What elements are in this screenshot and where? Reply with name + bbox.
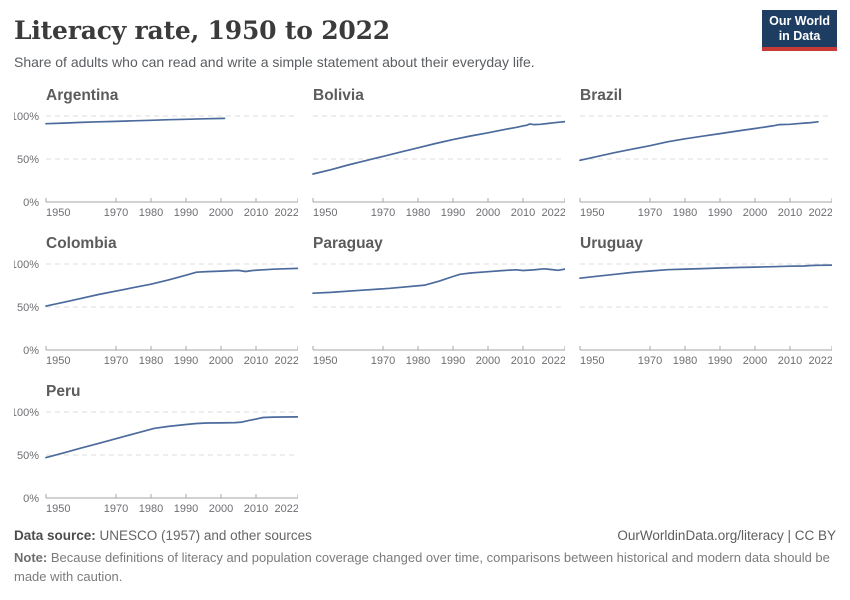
- svg-text:1990: 1990: [174, 503, 198, 515]
- svg-text:2010: 2010: [778, 355, 802, 367]
- line-chart-brazil[interactable]: 1950 1970 1980 1990 2000 2010 2022: [565, 110, 832, 222]
- footnote-text: Because definitions of literacy and popu…: [14, 550, 830, 584]
- chart-header: Literacy rate, 1950 to 2022 Share of adu…: [0, 0, 850, 70]
- page-title: Literacy rate, 1950 to 2022: [14, 16, 390, 45]
- owid-attribution-link[interactable]: OurWorldinData.org/literacy | CC BY: [617, 528, 836, 543]
- data-source-label: Data source:: [14, 528, 96, 543]
- svg-text:1970: 1970: [371, 207, 395, 219]
- svg-text:1950: 1950: [313, 207, 337, 219]
- page-subtitle: Share of adults who can read and write a…: [14, 54, 535, 70]
- chart-card-paraguay: Paraguay 1950 1970 1980 1990 2000 2010 2022: [298, 235, 565, 370]
- chart-title-brazil: Brazil: [580, 87, 623, 104]
- small-multiples-grid: Argentina 1950 1970 1980 1990 2000 2010 2022 0%…: [14, 87, 850, 518]
- svg-text:1980: 1980: [673, 355, 697, 367]
- chart-card-peru: Peru 1950 1970 1980 1990 2000 2010 2022 0% 50% 10…: [14, 383, 298, 518]
- owid-logo[interactable]: Our World in Data: [762, 10, 837, 51]
- chart-title-paraguay: Paraguay: [313, 235, 383, 252]
- svg-text:0%: 0%: [23, 197, 39, 209]
- chart-footer: Data source: UNESCO (1957) and other sou…: [14, 528, 836, 587]
- svg-text:1990: 1990: [174, 207, 198, 219]
- svg-text:1950: 1950: [313, 355, 337, 367]
- svg-text:50%: 50%: [17, 450, 39, 462]
- svg-text:1990: 1990: [174, 355, 198, 367]
- svg-text:1980: 1980: [406, 355, 430, 367]
- owid-logo-line1: Our World: [769, 14, 830, 28]
- svg-text:2022: 2022: [809, 355, 832, 367]
- svg-text:1980: 1980: [139, 355, 163, 367]
- svg-text:2022: 2022: [275, 207, 298, 219]
- chart-card-argentina: Argentina 1950 1970 1980 1990 2000 2010 2022 0%…: [14, 87, 298, 222]
- svg-text:2010: 2010: [244, 355, 268, 367]
- data-source-value: UNESCO (1957) and other sources: [99, 528, 312, 543]
- svg-text:1950: 1950: [580, 355, 604, 367]
- svg-text:2000: 2000: [209, 503, 233, 515]
- svg-text:2000: 2000: [476, 355, 500, 367]
- line-chart-colombia[interactable]: 1950 1970 1980 1990 2000 2010 2022 0% 50% 100%: [14, 258, 298, 370]
- svg-text:2010: 2010: [778, 207, 802, 219]
- svg-text:1970: 1970: [371, 355, 395, 367]
- svg-text:2010: 2010: [511, 207, 535, 219]
- svg-text:2022: 2022: [275, 503, 298, 515]
- chart-card-uruguay: Uruguay 1950 1970 1980 1990 2000 2010 2022: [565, 235, 832, 370]
- svg-text:1990: 1990: [441, 355, 465, 367]
- svg-text:2010: 2010: [511, 355, 535, 367]
- svg-text:2000: 2000: [209, 355, 233, 367]
- svg-text:1970: 1970: [104, 503, 128, 515]
- chart-title-colombia: Colombia: [46, 235, 117, 252]
- svg-text:1970: 1970: [638, 207, 662, 219]
- footnote-label: Note:: [14, 550, 48, 565]
- svg-text:1980: 1980: [139, 503, 163, 515]
- svg-text:0%: 0%: [23, 345, 39, 357]
- svg-text:100%: 100%: [14, 407, 39, 419]
- svg-text:1990: 1990: [708, 207, 732, 219]
- svg-text:1980: 1980: [406, 207, 430, 219]
- svg-text:2022: 2022: [542, 355, 565, 367]
- chart-card-bolivia: Bolivia 1950 1970 1980 1990 2000 2010 2022: [298, 87, 565, 222]
- chart-title-peru: Peru: [46, 383, 81, 400]
- svg-text:2010: 2010: [244, 207, 268, 219]
- chart-title-uruguay: Uruguay: [580, 235, 643, 252]
- svg-text:1950: 1950: [46, 503, 70, 515]
- svg-text:100%: 100%: [14, 111, 39, 123]
- svg-text:100%: 100%: [14, 259, 39, 271]
- svg-text:1980: 1980: [139, 207, 163, 219]
- svg-text:1950: 1950: [46, 355, 70, 367]
- svg-text:0%: 0%: [23, 493, 39, 505]
- svg-text:1970: 1970: [104, 207, 128, 219]
- svg-text:1950: 1950: [580, 207, 604, 219]
- svg-text:2022: 2022: [809, 207, 832, 219]
- chart-card-brazil: Brazil 1950 1970 1980 1990 2000 2010 2022: [565, 87, 832, 222]
- line-chart-uruguay[interactable]: 1950 1970 1980 1990 2000 2010 2022: [565, 258, 832, 370]
- line-chart-bolivia[interactable]: 1950 1970 1980 1990 2000 2010 2022: [298, 110, 565, 222]
- svg-text:1970: 1970: [638, 355, 662, 367]
- line-chart-peru[interactable]: 1950 1970 1980 1990 2000 2010 2022 0% 50% 100%: [14, 406, 298, 518]
- svg-text:1950: 1950: [46, 207, 70, 219]
- footnote: Note: Because definitions of literacy an…: [14, 549, 836, 587]
- svg-text:1970: 1970: [104, 355, 128, 367]
- svg-text:2000: 2000: [209, 207, 233, 219]
- chart-card-colombia: Colombia 1950 1970 1980 1990 2000 2010 2022 0% 5…: [14, 235, 298, 370]
- svg-text:50%: 50%: [17, 154, 39, 166]
- chart-title-argentina: Argentina: [46, 87, 119, 104]
- line-chart-argentina[interactable]: 1950 1970 1980 1990 2000 2010 2022 0% 50% 100%: [14, 110, 298, 222]
- svg-text:1990: 1990: [708, 355, 732, 367]
- svg-text:1980: 1980: [673, 207, 697, 219]
- svg-text:2000: 2000: [743, 355, 767, 367]
- svg-text:50%: 50%: [17, 302, 39, 314]
- svg-text:2000: 2000: [743, 207, 767, 219]
- svg-text:2022: 2022: [275, 355, 298, 367]
- line-chart-paraguay[interactable]: 1950 1970 1980 1990 2000 2010 2022: [298, 258, 565, 370]
- owid-logo-line2: in Data: [778, 28, 821, 43]
- svg-text:1990: 1990: [441, 207, 465, 219]
- svg-text:2022: 2022: [542, 207, 565, 219]
- data-source: Data source: UNESCO (1957) and other sou…: [14, 528, 312, 543]
- chart-title-bolivia: Bolivia: [313, 87, 364, 104]
- svg-text:2000: 2000: [476, 207, 500, 219]
- svg-text:2010: 2010: [244, 503, 268, 515]
